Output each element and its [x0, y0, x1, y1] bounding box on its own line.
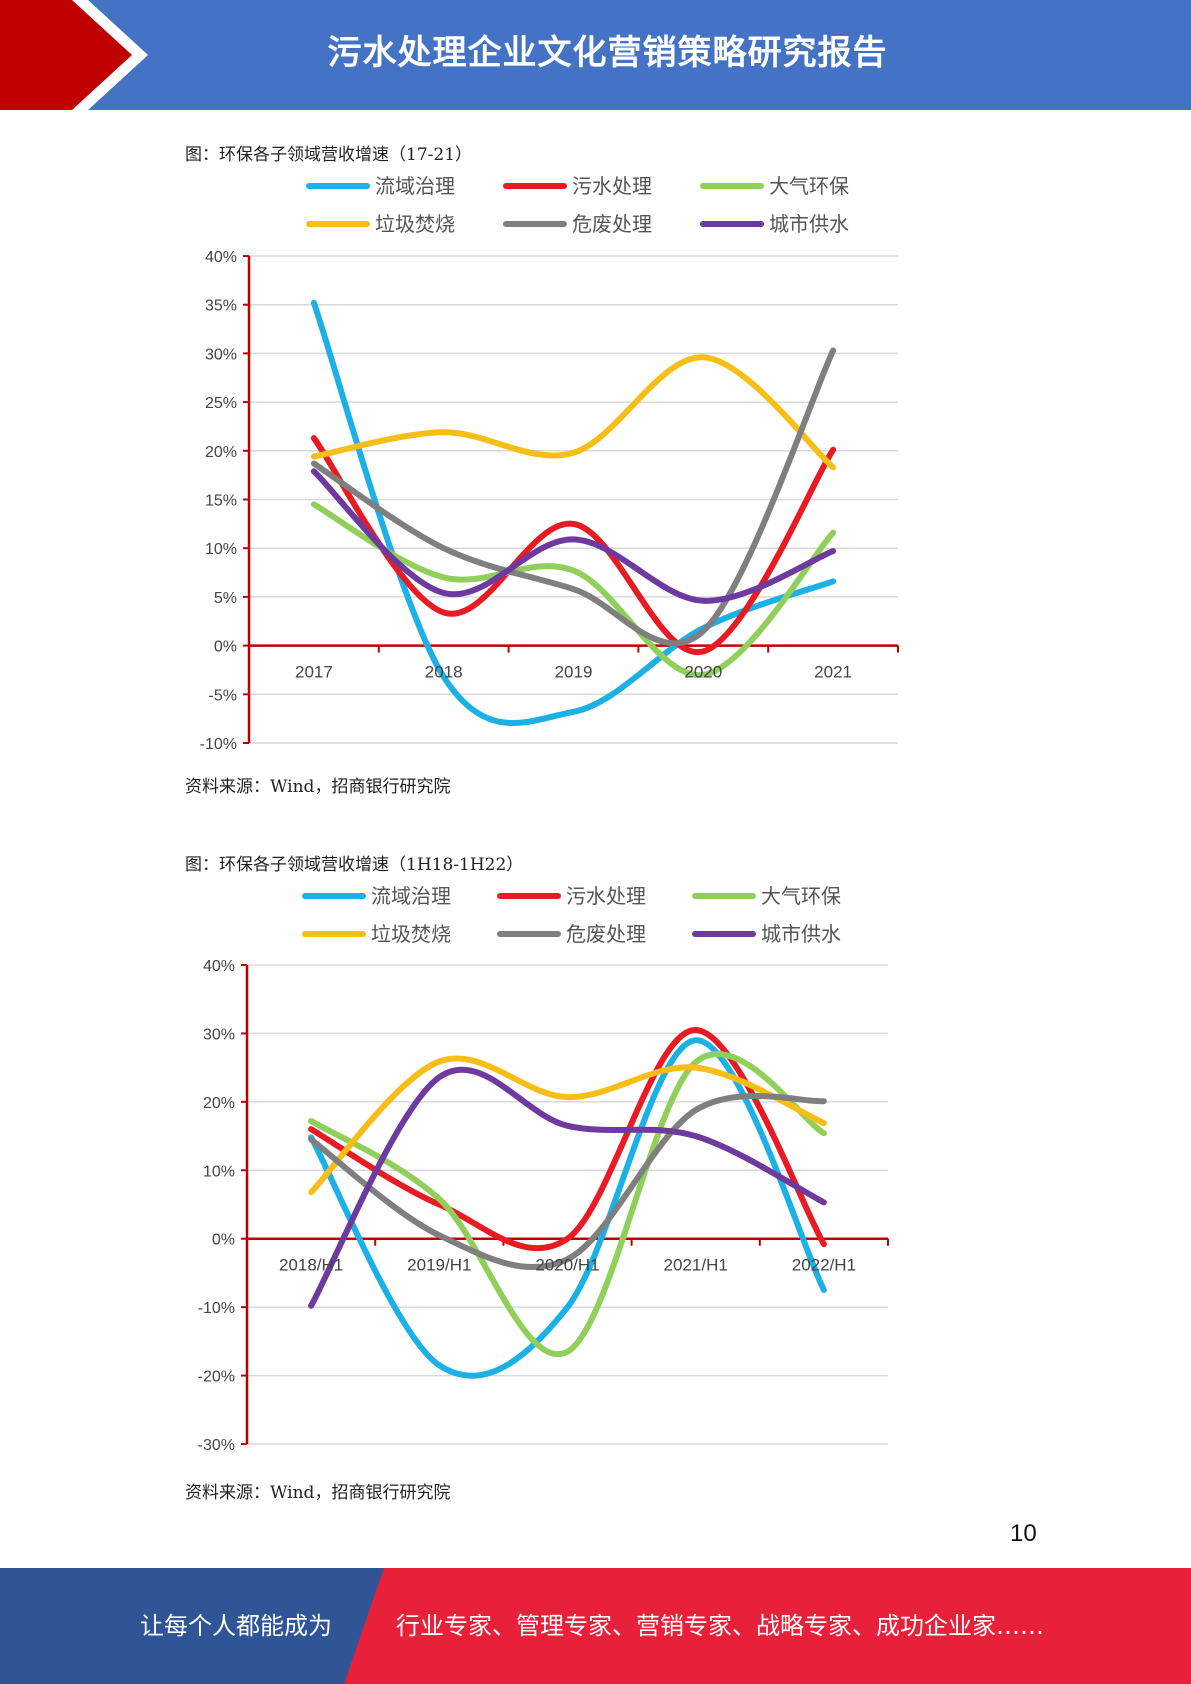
x-tick-label: 2021/H1 — [664, 1256, 728, 1275]
legend-label: 城市供水 — [761, 923, 841, 946]
legend-item-2: 污水处理 — [497, 885, 646, 908]
legend-item-1: 流域治理 — [302, 885, 451, 908]
header-title: 污水处理企业文化营销策略研究报告 — [327, 33, 888, 73]
x-tick-label: 2018/H1 — [279, 1256, 343, 1275]
x-tick-label: 2020/H1 — [535, 1256, 599, 1275]
y-tick-label: 40% — [203, 958, 235, 975]
footer-background — [0, 1568, 1191, 1684]
legend-item-4: 垃圾焚烧 — [302, 923, 451, 946]
series-line-1 — [308, 1037, 827, 1379]
x-tick-label: 2019/H1 — [407, 1256, 471, 1275]
legend-item-3: 大气环保 — [700, 175, 849, 198]
y-tick-label: 30% — [205, 346, 237, 363]
series-line-1 — [310, 299, 837, 726]
legend-label: 危废处理 — [572, 213, 652, 236]
legend-label: 大气环保 — [769, 175, 849, 198]
y-tick-label: 10% — [203, 1163, 235, 1180]
x-tick-label: 2018 — [425, 663, 463, 682]
series-line-2 — [310, 435, 837, 656]
y-tick-label: -10% — [200, 736, 237, 753]
y-tick-label: -30% — [198, 1437, 235, 1454]
series-line-3 — [308, 1051, 827, 1358]
legend-label: 污水处理 — [566, 885, 646, 908]
legend-label: 垃圾焚烧 — [375, 213, 455, 236]
y-tick-label: 30% — [203, 1026, 235, 1043]
y-tick-label: 35% — [205, 298, 237, 315]
y-tick-label: -5% — [209, 687, 237, 704]
y-tick-label: -10% — [198, 1300, 235, 1317]
legend-label: 城市供水 — [769, 213, 849, 236]
y-tick-label: 5% — [214, 590, 237, 607]
series-line-5 — [308, 1092, 827, 1270]
page-footer: 让每个人都能成为 行业专家、管理专家、营销专家、战略专家、成功企业家…… — [0, 1568, 1191, 1684]
series-line-4 — [310, 354, 837, 471]
y-tick-label: 0% — [214, 639, 237, 656]
series-line-5 — [310, 347, 837, 647]
x-tick-label: 2022/H1 — [792, 1256, 856, 1275]
y-tick-label: 40% — [205, 249, 237, 266]
legend-label: 危废处理 — [566, 923, 646, 946]
series-line-4 — [308, 1055, 827, 1196]
x-tick-label: 2021 — [814, 663, 852, 682]
figure-1-source: 资料来源：Wind，招商银行研究院 — [185, 777, 451, 797]
legend-item-6: 城市供水 — [700, 213, 849, 236]
legend-label: 垃圾焚烧 — [371, 923, 451, 946]
legend-label: 大气环保 — [761, 885, 841, 908]
y-tick-label: 20% — [203, 1095, 235, 1112]
legend-item-3: 大气环保 — [692, 885, 841, 908]
y-tick-label: 0% — [212, 1232, 235, 1249]
legend-item-4: 垃圾焚烧 — [306, 213, 455, 236]
legend-label: 污水处理 — [572, 175, 652, 198]
series-line-6 — [310, 468, 837, 604]
legend-item-1: 流域治理 — [306, 175, 455, 198]
legend-label: 流域治理 — [375, 175, 455, 198]
footer-slogan-left: 让每个人都能成为 — [140, 1612, 332, 1640]
x-tick-label: 2017 — [295, 663, 333, 682]
series-line-6 — [308, 1066, 827, 1309]
legend-item-5: 危废处理 — [497, 923, 646, 946]
y-tick-label: 10% — [205, 541, 237, 558]
legend-item-2: 污水处理 — [503, 175, 652, 198]
y-tick-label: 20% — [205, 444, 237, 461]
y-tick-label: -20% — [198, 1369, 235, 1386]
legend-label: 流域治理 — [371, 885, 451, 908]
legend-item-6: 城市供水 — [692, 923, 841, 946]
y-tick-label: 15% — [205, 493, 237, 510]
page-header: 污水处理企业文化营销策略研究报告 — [0, 0, 1191, 110]
series-line-3 — [310, 501, 837, 678]
figure-2-caption: 图：环保各子领域营收增速（1H18-1H22） — [185, 855, 524, 875]
footer-slogan-right: 行业专家、管理专家、营销专家、战略专家、成功企业家…… — [396, 1612, 1044, 1640]
page-number: 10 — [1010, 1520, 1037, 1547]
header-arrow-decoration — [0, 0, 148, 110]
figure-2-source: 资料来源：Wind，招商银行研究院 — [185, 1483, 451, 1503]
x-tick-label: 2019 — [555, 663, 593, 682]
y-tick-label: 25% — [205, 395, 237, 412]
x-tick-label: 2020 — [684, 663, 722, 682]
legend-item-5: 危废处理 — [503, 213, 652, 236]
figure-1-caption: 图：环保各子领域营收增速（17-21） — [185, 145, 473, 165]
